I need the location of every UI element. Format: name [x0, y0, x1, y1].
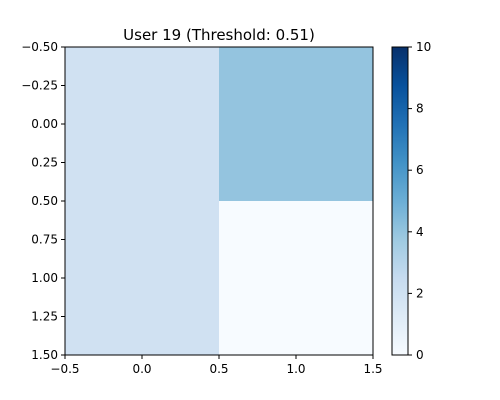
- x-axis-ticks: −0.5 0.0 0.5 1.0 1.5: [50, 355, 383, 376]
- heatmap-cells: [65, 47, 373, 355]
- y-tick-label: −0.50: [21, 40, 58, 54]
- x-tick-label: 1.0: [286, 362, 305, 376]
- chart-title: User 19 (Threshold: 0.51): [123, 26, 315, 44]
- y-tick-label: 0.75: [31, 233, 58, 247]
- y-tick-label: 1.25: [31, 310, 58, 324]
- y-axis-ticks: −0.50 −0.25 0.00 0.25 0.50 0.75 1.00 1.25 1.50: [21, 40, 65, 362]
- y-tick-label: −0.25: [21, 79, 58, 93]
- x-tick-label: −0.5: [50, 362, 79, 376]
- y-tick-label: 1.50: [31, 348, 58, 362]
- colorbar-tick-label: 4: [416, 225, 424, 239]
- x-tick-label: 1.5: [363, 362, 382, 376]
- x-tick-label: 0.0: [132, 362, 151, 376]
- colorbar-tick-label: 6: [416, 163, 424, 177]
- heatmap-cell-r1-c0: [65, 201, 219, 355]
- y-tick-label: 0.00: [31, 117, 58, 131]
- y-tick-label: 0.50: [31, 194, 58, 208]
- heatmap-cell-r0-c1: [219, 47, 373, 201]
- colorbar-tick-label: 8: [416, 102, 424, 116]
- y-tick-label: 0.25: [31, 156, 58, 170]
- colorbar-tick-label: 2: [416, 286, 424, 300]
- heatmap-cell-r0-c0: [65, 47, 219, 201]
- colorbar: [391, 46, 409, 356]
- y-tick-label: 1.00: [31, 271, 58, 285]
- heatmap-cell-r1-c1: [219, 201, 373, 355]
- colorbar-tick-label: 10: [416, 40, 431, 54]
- colorbar-tick-label: 0: [416, 348, 424, 362]
- x-tick-label: 0.5: [209, 362, 228, 376]
- colorbar-ticks: 0 2 4 6 8 10: [408, 40, 431, 362]
